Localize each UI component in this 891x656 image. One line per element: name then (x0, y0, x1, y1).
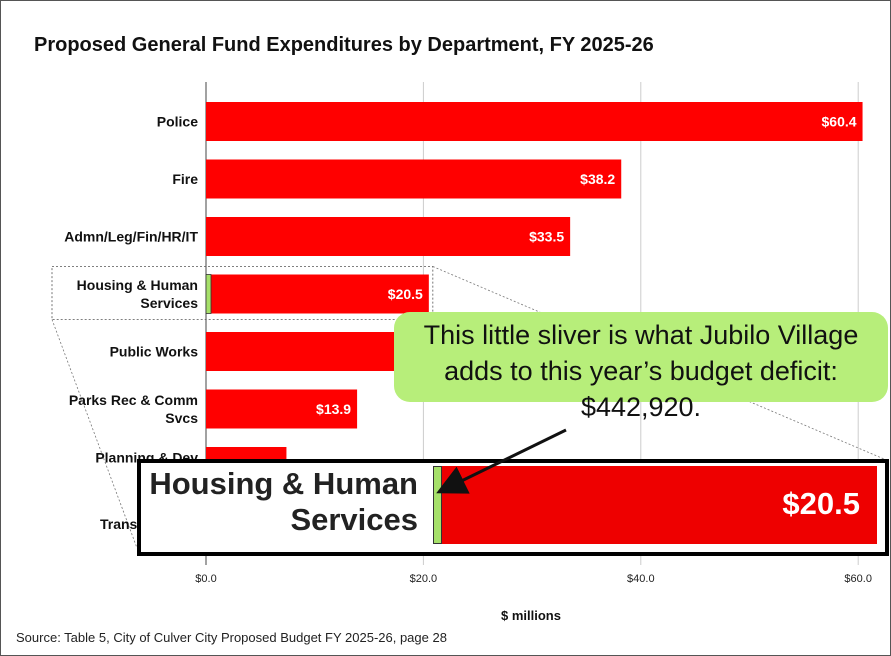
bar-value-label: $20.5 (388, 286, 423, 302)
zoom-category-label: Housing & Human Services (141, 466, 418, 538)
annotation-line-3: $442,920. (580, 392, 702, 422)
chart-title: Proposed General Fund Expenditures by De… (34, 34, 654, 56)
bar (206, 159, 622, 199)
category-label: Police (157, 114, 198, 130)
category-label: Housing & Human (77, 277, 198, 293)
category-label: Fire (172, 171, 198, 187)
category-label: Parks Rec & Comm (69, 392, 198, 408)
category-label: Services (140, 295, 198, 311)
zoom-highlight-sliver (433, 466, 442, 544)
annotation-line-2: adds to this year’s budget deficit: (444, 356, 838, 386)
bar-value-label: $38.2 (580, 171, 615, 187)
zoom-label-line-1: Housing & Human (149, 466, 418, 501)
bar (206, 102, 863, 141)
bar-value-label: $33.5 (529, 229, 564, 245)
x-tick-label: $40.0 (627, 573, 655, 585)
category-label: Svcs (165, 410, 198, 426)
x-tick-label: $20.0 (410, 573, 438, 585)
category-label: Public Works (110, 344, 199, 360)
annotation-line-1: This little sliver is what Jubilo Villag… (423, 320, 859, 350)
x-axis-label: $ millions (501, 608, 561, 623)
bar (206, 389, 358, 429)
x-tick-label: $0.0 (195, 573, 216, 585)
zoom-value-label: $20.5 (782, 486, 860, 521)
zoom-label-line-2: Services (290, 502, 418, 537)
category-label: Admn/Leg/Fin/HR/IT (64, 229, 198, 245)
x-tick-label: $60.0 (844, 573, 872, 585)
zoom-source-box (51, 266, 434, 320)
source-note: Source: Table 5, City of Culver City Pro… (16, 630, 447, 645)
bar-value-label: $13.9 (316, 401, 351, 417)
annotation-text: This little sliver is what Jubilo Villag… (394, 317, 888, 425)
highlight-sliver (205, 274, 212, 314)
bar (206, 217, 571, 256)
annotation-callout (394, 312, 888, 402)
bar (206, 274, 429, 314)
bar-value-label: $60.4 (822, 114, 857, 130)
zoom-guide (51, 319, 138, 549)
